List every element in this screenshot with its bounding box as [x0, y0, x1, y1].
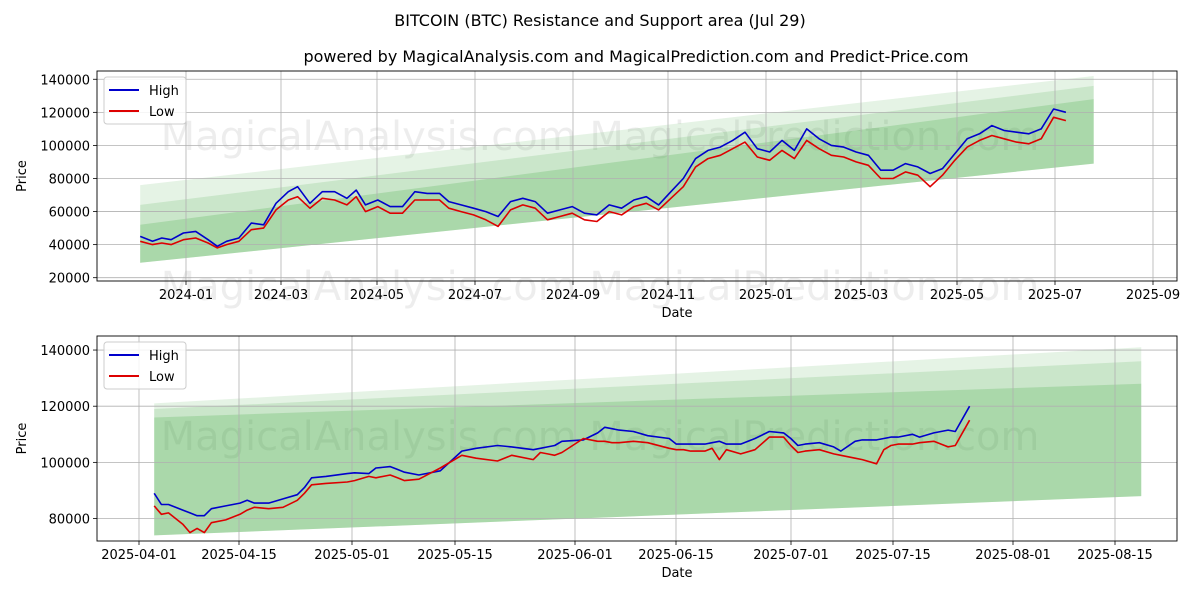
y-tick-label: 20000 [49, 272, 90, 287]
x-tick-label: 2024-05 [350, 288, 404, 303]
x-tick-label: 2025-04-15 [201, 548, 277, 563]
watermark-text: MagicalAnalysis.com MagicalPrediction.co… [161, 114, 1040, 160]
legend-label-high: High [149, 84, 179, 99]
x-tick-label: 2025-05 [930, 288, 984, 303]
x-tick-label: 2025-07 [1028, 288, 1082, 303]
y-tick-label: 80000 [49, 172, 90, 187]
y-tick-label: 120000 [40, 400, 90, 415]
y-axis-label: Price [15, 423, 30, 455]
x-tick-label: 2025-09 [1126, 288, 1180, 303]
series-line-high [139, 108, 1067, 248]
legend-label-low: Low [149, 105, 175, 120]
support-resistance-band [140, 75, 1094, 263]
support-resistance-band [154, 383, 1142, 536]
y-tick-label: 100000 [40, 139, 90, 154]
x-tick-label: 2024-09 [546, 288, 600, 303]
legend-label-low: Low [149, 370, 175, 385]
x-tick-label: 2025-07-15 [855, 548, 931, 563]
y-tick-label: 100000 [40, 456, 90, 471]
legend-box [103, 341, 187, 390]
y-tick-label: 60000 [49, 206, 90, 221]
x-tick-label: 2024-03 [254, 288, 308, 303]
support-resistance-band [140, 99, 1094, 263]
y-axis-label: Price [15, 160, 30, 192]
x-tick-label: 2024-07 [448, 288, 502, 303]
chart-title: BITCOIN (BTC) Resistance and Support are… [394, 11, 805, 30]
top-panel: MagicalAnalysis.com MagicalPrediction.co… [15, 70, 1180, 321]
x-tick-label: 2025-06-01 [537, 548, 613, 563]
support-resistance-band [154, 496, 1142, 536]
axes-frame [96, 335, 1178, 542]
x-tick-label: 2025-04-01 [101, 548, 177, 563]
series-line-low [153, 419, 971, 534]
y-tick-label: 40000 [49, 239, 90, 254]
y-tick-label: 140000 [40, 73, 90, 88]
support-resistance-band [140, 163, 1094, 263]
x-tick-label: 2025-08-01 [975, 548, 1051, 563]
support-resistance-band [154, 347, 1142, 536]
legend-label-high: High [149, 349, 179, 364]
x-tick-label: 2025-01 [739, 288, 793, 303]
y-tick-label: 80000 [49, 513, 90, 528]
x-tick-label: 2025-06-15 [638, 548, 714, 563]
x-tick-label: 2025-03 [834, 288, 888, 303]
series-line-high [153, 405, 971, 517]
series-line-low [139, 116, 1067, 249]
x-tick-label: 2025-08-15 [1077, 548, 1153, 563]
support-resistance-band [140, 85, 1094, 263]
x-tick-label: 2025-05-15 [417, 548, 493, 563]
watermark-text: MagicalAnalysis.com MagicalPrediction.co… [161, 264, 1040, 310]
x-axis-label: Date [661, 306, 692, 321]
y-tick-label: 120000 [40, 106, 90, 121]
x-tick-label: 2025-07-01 [753, 548, 829, 563]
y-tick-label: 140000 [40, 344, 90, 359]
axes-frame [96, 70, 1178, 282]
bottom-panel: MagicalAnalysis.com MagicalPrediction.co… [15, 335, 1178, 581]
x-tick-label: 2024-11 [641, 288, 695, 303]
x-axis-label: Date [661, 566, 692, 581]
x-tick-label: 2025-05-01 [314, 548, 390, 563]
support-resistance-band [154, 361, 1142, 536]
chart-subtitle: powered by MagicalAnalysis.com and Magic… [303, 47, 968, 66]
legend-box [103, 76, 187, 125]
x-tick-label: 2024-01 [159, 288, 213, 303]
